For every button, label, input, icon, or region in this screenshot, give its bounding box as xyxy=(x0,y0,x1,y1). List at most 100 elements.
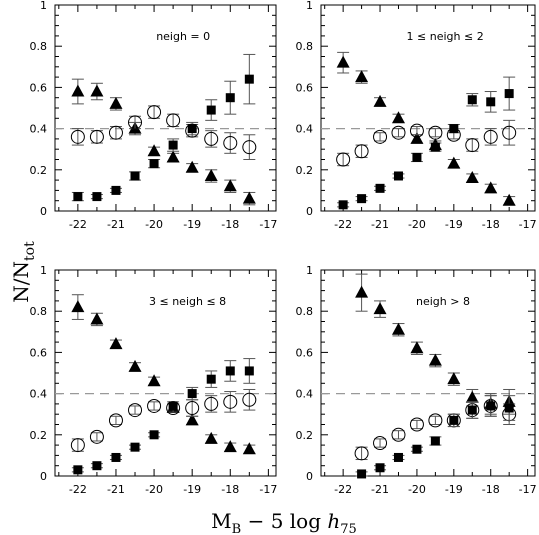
x-tick-label: -22 xyxy=(69,218,87,231)
triangle-point xyxy=(410,341,424,354)
panel-3: -22 -21 -20 -19 -18 -17 0 0.2 0.4 0.6 0.8 1 3 ≤ neig… xyxy=(30,264,278,496)
circle-point xyxy=(89,129,104,144)
triangle-point xyxy=(166,150,180,163)
square-point xyxy=(149,159,159,169)
triangle-point xyxy=(391,111,405,124)
square-point xyxy=(168,401,178,411)
x-tick-label: -17 xyxy=(519,218,537,231)
circle-point xyxy=(223,136,238,151)
panel-label: neigh = 0 xyxy=(156,30,210,43)
circle-point xyxy=(204,131,219,146)
y-axis-title-main: N/N xyxy=(9,261,33,303)
square-point xyxy=(357,469,367,479)
y-tick-label: 0 xyxy=(306,470,313,483)
y-tick-label: 1 xyxy=(306,264,313,277)
circle-point xyxy=(373,129,388,144)
triangle-point xyxy=(223,440,237,453)
x-tick-label: -17 xyxy=(259,218,277,231)
x-tick-label: -21 xyxy=(371,218,389,231)
square-point xyxy=(449,415,459,425)
square-point xyxy=(149,430,159,440)
square-point xyxy=(111,185,121,195)
triangle-point xyxy=(410,131,424,144)
triangle-point xyxy=(465,171,479,184)
square-point xyxy=(357,194,367,204)
square-point xyxy=(449,124,459,134)
square-point xyxy=(375,463,385,473)
triangle-point xyxy=(185,413,199,426)
panels-group: -22 -21 -20 -19 -18 -17 0 0.2 0.4 0.6 0.8 1 neigh = … xyxy=(30,0,537,496)
y-tick-label: 0.4 xyxy=(296,388,314,401)
x-tick-label: -22 xyxy=(334,483,352,496)
triangle-point xyxy=(185,160,199,173)
square-point xyxy=(430,436,440,446)
y-tick-label: 1 xyxy=(306,0,313,12)
square-point xyxy=(244,366,254,376)
circle-point xyxy=(428,125,443,140)
circle-point xyxy=(70,129,85,144)
x-tick-label: -18 xyxy=(221,483,239,496)
triangle-point xyxy=(109,96,123,109)
square-point xyxy=(467,405,477,415)
square-point xyxy=(504,89,514,99)
triangle-point xyxy=(447,372,461,385)
x-tick-label: -21 xyxy=(371,483,389,496)
triangle-point xyxy=(336,55,350,68)
circle-point xyxy=(108,125,123,140)
triangle-point xyxy=(128,359,142,372)
y-tick-label: 1 xyxy=(40,264,47,277)
y-tick-label: 0.4 xyxy=(296,123,314,136)
square-point xyxy=(375,183,385,193)
x-tick-label: -20 xyxy=(408,483,426,496)
panel-label: 3 ≤ neigh ≤ 8 xyxy=(149,295,226,308)
circle-point xyxy=(128,115,143,130)
triangle-point xyxy=(391,322,405,335)
circle-point xyxy=(428,413,443,428)
square-point xyxy=(111,452,121,462)
square-point xyxy=(225,93,235,103)
square-point xyxy=(73,465,83,475)
square-point xyxy=(504,403,514,413)
square-point xyxy=(206,105,216,115)
triangle-point xyxy=(355,70,369,83)
square-point xyxy=(486,97,496,107)
panel-4: -22 -21 -20 -19 -18 -17 0 0.2 0.4 0.6 0.8 1 neigh > … xyxy=(296,264,537,496)
circle-point xyxy=(128,403,143,418)
x-tick-label: -20 xyxy=(145,218,163,231)
x-tick-label: -18 xyxy=(482,483,500,496)
circle-point xyxy=(354,144,369,159)
square-point xyxy=(92,461,102,471)
y-tick-label: 0 xyxy=(40,205,47,218)
triangle-point xyxy=(204,168,218,181)
x-tick-label: -20 xyxy=(145,483,163,496)
square-point xyxy=(467,95,477,105)
x-tick-label: -22 xyxy=(334,218,352,231)
y-tick-label: 0.6 xyxy=(296,81,314,94)
triangle-point xyxy=(147,144,161,157)
y-tick-label: 0 xyxy=(40,470,47,483)
square-point xyxy=(187,389,197,399)
y-tick-label: 0.8 xyxy=(296,305,314,318)
circle-point xyxy=(242,140,257,155)
panel-label: neigh > 8 xyxy=(416,295,470,308)
circle-point xyxy=(465,138,480,153)
triangle-point xyxy=(447,156,461,169)
y-tick-label: 0.4 xyxy=(30,388,48,401)
triangle-point xyxy=(204,431,218,444)
triangle-point xyxy=(223,179,237,192)
circle-point xyxy=(70,438,85,453)
square-point xyxy=(412,444,422,454)
triangle-point xyxy=(242,442,256,455)
square-point xyxy=(244,74,254,84)
triangle-point xyxy=(90,84,104,97)
circle-point xyxy=(336,152,351,167)
x-axis-title-prefix-sub: B xyxy=(232,522,242,535)
x-tick-label: -19 xyxy=(445,483,463,496)
square-point xyxy=(130,442,140,452)
x-tick-label: -20 xyxy=(408,218,426,231)
triangle-point xyxy=(355,285,369,298)
x-axis-title-h-sub: 75 xyxy=(340,522,357,535)
circle-point xyxy=(185,401,200,416)
y-tick-label: 0.6 xyxy=(30,346,48,359)
